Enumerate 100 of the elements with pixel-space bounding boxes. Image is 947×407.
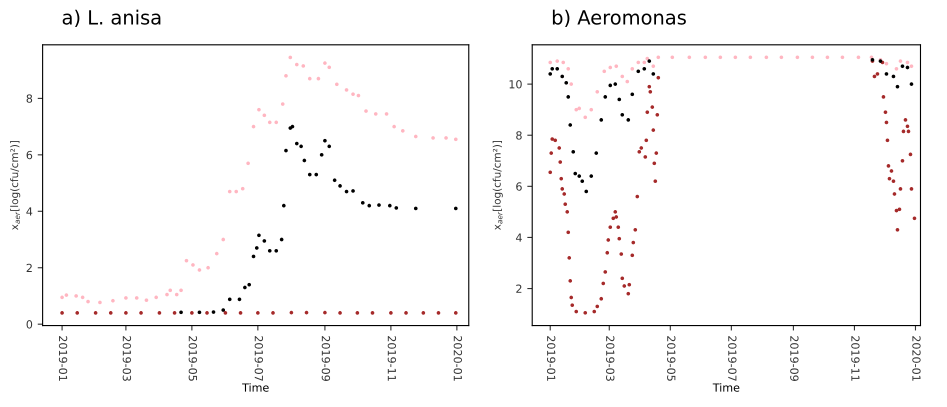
y-tick-label: 6: [26, 150, 32, 160]
point: [561, 60, 566, 64]
point: [388, 204, 392, 208]
x-axis-title: Time: [242, 383, 269, 392]
point: [224, 311, 228, 315]
point: [703, 55, 708, 60]
point: [656, 55, 660, 60]
point: [550, 66, 554, 71]
x-tick-label: 2019-11: [388, 336, 396, 381]
point: [625, 80, 630, 84]
point: [238, 298, 242, 302]
point: [364, 109, 368, 113]
point: [647, 59, 652, 63]
point: [856, 55, 860, 60]
point: [282, 204, 286, 208]
point: [603, 95, 608, 99]
point: [826, 55, 830, 60]
point: [252, 124, 256, 128]
point: [351, 189, 355, 193]
point: [174, 292, 179, 296]
point: [608, 84, 612, 88]
x-tick-label: 2019-11: [851, 336, 860, 381]
point: [651, 64, 656, 68]
point: [580, 179, 584, 184]
point: [645, 56, 650, 60]
point: [139, 311, 143, 315]
point: [389, 311, 393, 315]
y-tick-label: 4: [26, 207, 32, 216]
y-tick-label: 8: [26, 94, 32, 103]
point: [124, 296, 128, 300]
point: [252, 254, 256, 258]
point: [290, 310, 294, 314]
point: [338, 311, 342, 315]
point: [280, 238, 284, 242]
point: [179, 310, 183, 314]
point: [414, 134, 418, 138]
point: [75, 311, 80, 315]
point: [630, 92, 634, 96]
point: [577, 106, 582, 110]
point: [257, 233, 261, 238]
point: [323, 138, 327, 143]
point: [892, 74, 896, 78]
point: [243, 286, 247, 290]
point: [599, 118, 604, 122]
point: [356, 94, 360, 98]
point: [642, 60, 646, 64]
point: [86, 300, 90, 304]
x-tick-label: 2019-01: [58, 336, 68, 381]
point: [184, 258, 188, 263]
point: [898, 59, 902, 63]
point: [569, 82, 574, 86]
point: [595, 90, 600, 94]
point: [274, 248, 278, 253]
point: [454, 311, 458, 315]
x-tick-label: 2019-07: [254, 336, 264, 381]
point: [290, 124, 294, 128]
point: [168, 288, 172, 292]
y-tick-label: 0: [26, 320, 32, 329]
point: [394, 206, 398, 210]
point: [254, 246, 259, 250]
point: [583, 116, 588, 120]
point: [111, 298, 115, 303]
point: [190, 311, 194, 315]
point: [198, 310, 202, 314]
point: [584, 190, 588, 194]
point: [589, 108, 594, 112]
point: [158, 311, 162, 315]
point: [548, 72, 552, 76]
point: [314, 172, 318, 176]
point: [651, 72, 656, 76]
point: [568, 123, 572, 127]
point: [234, 190, 238, 194]
point: [614, 64, 618, 68]
point: [555, 66, 560, 71]
point: [323, 61, 327, 65]
point: [910, 64, 914, 68]
point: [221, 308, 226, 312]
point: [247, 282, 252, 287]
point: [670, 55, 674, 60]
point: [284, 148, 288, 152]
point: [594, 151, 598, 155]
point: [257, 108, 261, 112]
point: [564, 81, 568, 85]
point: [74, 294, 78, 298]
point: [80, 296, 84, 300]
point: [573, 172, 578, 176]
point: [384, 112, 388, 116]
point: [810, 55, 814, 60]
point: [392, 124, 396, 128]
point: [454, 137, 458, 142]
point: [154, 296, 158, 300]
point: [734, 55, 738, 60]
point: [602, 70, 606, 74]
x-tick-label: 2020-01: [912, 336, 921, 381]
point: [613, 82, 618, 86]
point: [334, 82, 339, 86]
y-tick-label: 4: [516, 234, 522, 242]
y-axis-title: x$_{aer}$[log(cfu/cm²)]: [10, 140, 20, 230]
point: [589, 174, 594, 178]
point: [94, 311, 98, 315]
